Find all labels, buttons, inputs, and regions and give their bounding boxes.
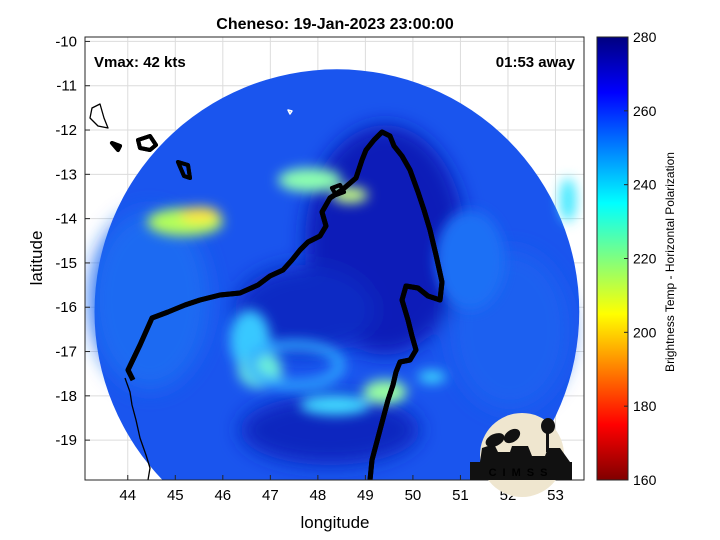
- y-axis: -10 -11 -12 -13 -14 -15 -16 -17 -18 -19: [55, 33, 90, 449]
- east-patch: [418, 371, 446, 383]
- axes-frame: [84, 36, 585, 481]
- coastline: [89, 103, 445, 480]
- dish-icon: [485, 433, 505, 447]
- colorbar-label: Brightness Temp - Horizontal Polarizatio…: [663, 152, 677, 372]
- x-tick-label: 51: [452, 487, 469, 504]
- colorbar-tick-label: 260: [633, 103, 657, 119]
- x-axis: 44 45 46 47 48 49 50 51 52 53: [119, 475, 564, 504]
- east-edge-patch: [560, 178, 576, 222]
- vmax-annotation: Vmax: 42 kts: [94, 54, 186, 71]
- dark-band: [235, 265, 375, 355]
- x-tick-label: 53: [547, 487, 564, 504]
- logo-band: [470, 462, 572, 480]
- colorbar-tick-label: 240: [633, 177, 657, 193]
- colorbar: [596, 36, 629, 481]
- island-comoro-1: [89, 103, 109, 129]
- x-tick-label: 44: [119, 487, 136, 504]
- island-6: [287, 109, 293, 115]
- y-axis-label: latitude: [27, 231, 46, 286]
- x-tick-label: 47: [262, 487, 279, 504]
- colorbar-tick-label: 200: [633, 324, 657, 340]
- logo-text: CIMSS: [489, 467, 554, 479]
- y-tick-label: -15: [55, 255, 77, 272]
- warm-patch-north: [278, 168, 342, 192]
- logo-building: [480, 444, 570, 462]
- y-tick-label: -10: [55, 33, 77, 50]
- time-away-annotation: 01:53 away: [496, 54, 576, 71]
- x-tick-label: 50: [405, 487, 422, 504]
- cimss-logo: CIMSS: [470, 413, 572, 497]
- y-tick-label: -18: [55, 388, 77, 405]
- rainband-ring: [245, 340, 345, 390]
- chart-title: Cheneso: 19-Jan-2023 23:00:00: [216, 16, 454, 33]
- x-tick-label: 45: [167, 487, 184, 504]
- y-tick-label: -13: [55, 166, 77, 183]
- coastline-mozambique: [124, 377, 151, 480]
- y-tick-label: -16: [55, 299, 77, 316]
- y-tick-label: -12: [55, 122, 77, 139]
- mid-west: [90, 210, 210, 390]
- x-tick-label: 46: [214, 487, 231, 504]
- y-tick-label: -11: [56, 78, 77, 95]
- rainband-se: [363, 380, 407, 404]
- y-tick-label: -14: [55, 211, 77, 228]
- water-tower-icon: [546, 420, 549, 452]
- swath: [90, 69, 580, 480]
- colorbar-ticks: 280 260 240 220 200 180 160: [624, 29, 657, 488]
- rainband-south: [300, 395, 370, 415]
- x-tick-label: 48: [310, 487, 327, 504]
- blue-glow-east: [435, 210, 505, 310]
- x-tick-label: 49: [357, 487, 374, 504]
- dish-icon-2: [503, 428, 521, 444]
- colorbar-tick-label: 180: [633, 398, 657, 414]
- y-tick-label: -17: [55, 344, 77, 361]
- colorbar-tick-label: 220: [633, 251, 657, 267]
- x-axis-label: longitude: [300, 513, 369, 532]
- colorbar-tick-label: 160: [633, 472, 657, 488]
- warm-patch-west-core: [180, 207, 220, 223]
- water-tower-tank: [541, 418, 555, 434]
- y-tick-label: -19: [55, 432, 77, 449]
- colorbar-tick-label: 280: [633, 29, 657, 45]
